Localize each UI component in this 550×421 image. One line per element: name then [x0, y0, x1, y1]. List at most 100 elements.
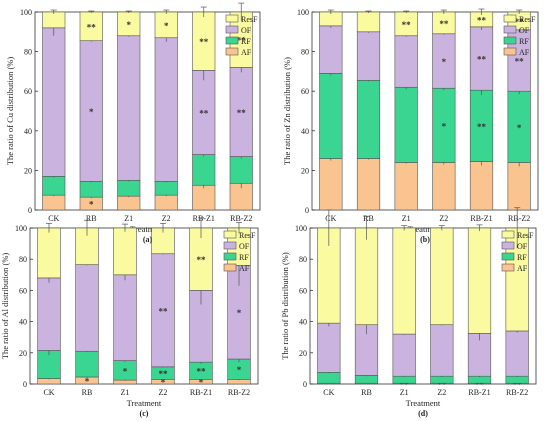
y-tick-label: 20 [301, 166, 309, 175]
y-tick-label: 60 [19, 286, 27, 295]
x-tick-label: RB-Z1 [468, 388, 490, 397]
bar-AF-CK [42, 194, 66, 211]
y-tick-label: 100 [297, 8, 309, 17]
legend-swatch-ResF [501, 230, 515, 239]
legend-label-ResF: ResF [241, 15, 258, 24]
x-tick-label: RB-Z2 [228, 388, 250, 397]
y-tick-label: 40 [301, 127, 309, 136]
significance-mark: ** [515, 17, 525, 27]
bar-OF-Z1 [392, 333, 416, 377]
x-tick-label: RB-Z1 [190, 388, 212, 397]
bar-OF-CK [319, 25, 343, 74]
y-axis-title: The ratio of Zn distribution (%) [282, 57, 292, 165]
bar-ResF-Z1 [392, 227, 416, 335]
y-tick-label: 20 [299, 349, 307, 358]
bar-ResF-RB-Z1 [467, 227, 492, 334]
x-tick-label: RB-Z2 [230, 214, 252, 223]
x-tick-label: CK [325, 214, 336, 223]
significance-mark: * [161, 378, 166, 388]
bar-AF-CK [37, 378, 61, 385]
x-tick-label: Z2 [437, 388, 446, 397]
legend-swatch-OF [501, 241, 515, 250]
bar-RF-RB-Z2 [229, 156, 253, 184]
bar-AF-RB [356, 158, 381, 211]
plot-frame [311, 11, 539, 211]
x-tick-label: Z2 [159, 388, 168, 397]
bar-ResF-Z1 [113, 227, 137, 276]
x-tick-label: Z1 [402, 214, 411, 223]
legend-label-AF: AF [517, 264, 528, 273]
y-tick-label: 0 [303, 380, 307, 389]
y-axis-title: The ratio of Cu distribution (%) [5, 57, 15, 166]
bar-RF-Z1 [394, 86, 418, 163]
significance-mark: ** [237, 36, 247, 46]
significance-mark: * [127, 20, 132, 30]
legend-label-OF: OF [519, 26, 530, 35]
y-tick-label: 60 [299, 286, 307, 295]
bar-OF-RB-Z2 [505, 330, 529, 377]
legend-label-AF: AF [519, 48, 530, 57]
bar-OF-CK [42, 27, 66, 177]
x-tick-label: Z1 [400, 388, 409, 397]
bar-ResF-RB [356, 11, 381, 33]
bar-RF-RB [356, 80, 381, 159]
bar-OF-CK [317, 322, 341, 373]
significance-mark: ** [439, 19, 449, 29]
panel-label: (a) [143, 235, 153, 244]
x-tick-label: Z2 [439, 214, 448, 223]
legend-swatch-RF [223, 252, 237, 261]
y-tick-label: 0 [28, 206, 32, 215]
significance-mark: ** [477, 122, 487, 132]
y-tick-label: 40 [19, 318, 27, 327]
x-axis-title: Treatment [408, 224, 443, 234]
bar-AF-Z1 [117, 195, 141, 211]
significance-mark: ** [199, 108, 209, 118]
significance-mark: ** [159, 306, 169, 316]
y-axis-title: The ratio of Al distribution (%) [0, 253, 10, 360]
bar-RF-RB-Z1 [192, 154, 216, 186]
legend-label-OF: OF [239, 242, 250, 251]
chart-panel-1: 020406080100CK****RB*Z1*Z2****RB-Z1****R… [5, 2, 261, 244]
legend-label-OF: OF [517, 242, 528, 251]
x-tick-label: Z2 [162, 214, 171, 223]
plot-frame [29, 227, 259, 385]
legend-label-ResF: ResF [517, 231, 534, 240]
x-axis-title: Treatment [127, 398, 162, 408]
legend-swatch-OF [503, 25, 517, 34]
legend-label-RF: RF [239, 253, 249, 262]
y-tick-label: 100 [295, 224, 307, 233]
legend-swatch-ResF [225, 14, 239, 23]
legend-swatch-OF [225, 25, 239, 34]
legend-label-RF: RF [519, 37, 529, 46]
bar-ResF-CK [42, 11, 66, 29]
y-tick-label: 40 [24, 127, 32, 136]
significance-mark: ** [199, 37, 209, 47]
y-axis-title: The ratio of Pb distribution (%) [280, 252, 290, 360]
bar-RF-Z2 [430, 375, 454, 384]
bar-OF-Z1 [117, 35, 141, 181]
y-tick-label: 80 [299, 255, 307, 264]
y-tick-label: 60 [301, 87, 309, 96]
bar-RF-RB [79, 180, 103, 198]
significance-mark: ** [477, 15, 487, 25]
bar-RF-RB [75, 350, 99, 378]
legend-swatch-AF [223, 263, 237, 272]
bar-AF-RB-Z1 [192, 184, 216, 211]
x-tick-label: CK [323, 388, 334, 397]
legend-swatch-OF [223, 241, 237, 250]
bar-AF-Z2 [432, 162, 456, 211]
legend-label-OF: OF [241, 26, 252, 35]
y-tick-label: 80 [24, 48, 32, 57]
bar-OF-RB [356, 31, 381, 81]
y-tick-label: 100 [20, 8, 32, 17]
x-tick-label: CK [43, 388, 54, 397]
x-tick-label: Z1 [124, 214, 133, 223]
bar-AF-Z1 [394, 162, 418, 211]
significance-mark: ** [159, 369, 169, 379]
x-tick-label: CK [48, 214, 59, 223]
significance-mark: ** [402, 20, 412, 30]
legend-swatch-ResF [503, 14, 517, 23]
